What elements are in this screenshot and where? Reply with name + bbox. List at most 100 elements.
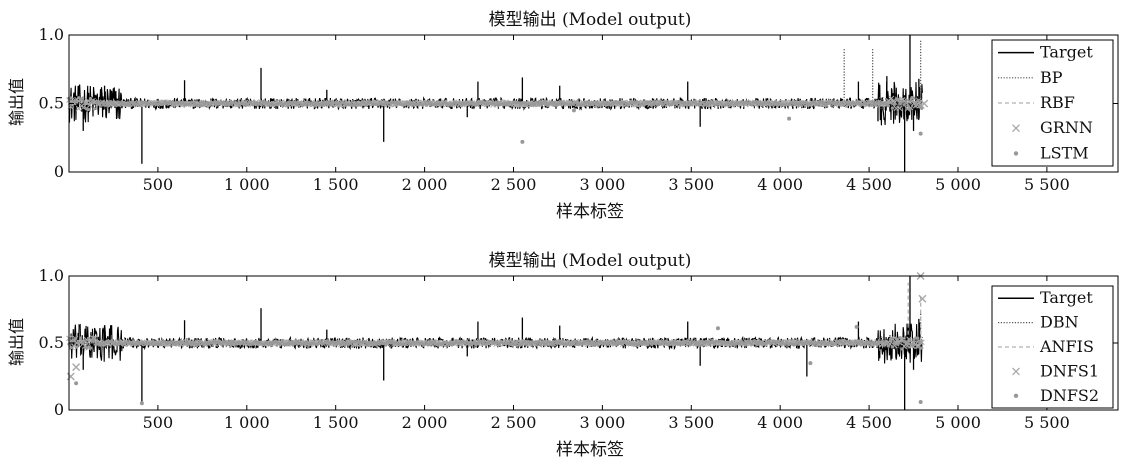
marker (837, 103, 842, 107)
marker (685, 103, 689, 107)
marker (769, 341, 773, 345)
marker (251, 342, 255, 346)
marker (906, 341, 910, 345)
legend-item-dnfs2: DNFS2 (1013, 386, 1099, 405)
marker (102, 103, 106, 107)
marker (491, 100, 496, 104)
marker (904, 100, 908, 104)
marker (421, 103, 425, 107)
x-tick-label: 3 000 (579, 413, 625, 432)
marker (75, 345, 79, 349)
marker (497, 342, 501, 347)
marker (79, 336, 83, 340)
marker (229, 342, 233, 346)
marker (777, 340, 781, 344)
marker (86, 336, 91, 340)
marker (812, 100, 816, 104)
marker (520, 139, 525, 144)
marker (309, 101, 314, 105)
marker (337, 340, 341, 344)
marker (288, 342, 292, 346)
chart-title: 模型输出 (Model output) (489, 10, 692, 30)
marker (918, 340, 922, 344)
marker (650, 342, 654, 347)
marker (90, 99, 95, 104)
marker (869, 103, 873, 107)
marker (798, 102, 803, 106)
marker (886, 104, 891, 108)
legend-label: GRNN (1040, 118, 1093, 137)
series-anfis (68, 282, 923, 345)
chart-bottom: 模型输出 (Model output) 输出值 样本标签 500 1 000 1 5… (7, 251, 1119, 460)
marker (327, 100, 331, 104)
legend-label: DNFS1 (1040, 361, 1099, 380)
marker (595, 100, 599, 105)
legend-item-dbn: DBN (998, 313, 1079, 332)
marker (513, 342, 517, 346)
marker (771, 102, 775, 106)
x-tick-label: 5 500 (1024, 175, 1070, 194)
marker (106, 103, 110, 107)
x-tick-label: 1 500 (313, 175, 359, 194)
marker (427, 342, 431, 347)
marker (157, 100, 161, 105)
marker (384, 342, 388, 346)
marker (454, 339, 458, 343)
marker (697, 343, 701, 347)
marker (910, 343, 914, 347)
marker (570, 342, 574, 346)
marker (223, 103, 228, 107)
marker (149, 342, 153, 346)
marker (636, 342, 640, 346)
legend-label: Target (1040, 43, 1093, 62)
marker (816, 102, 820, 106)
marker (687, 100, 691, 104)
marker (730, 100, 734, 104)
marker (918, 294, 927, 303)
marker (552, 342, 556, 346)
marker (896, 98, 900, 102)
marker (188, 102, 192, 106)
marker (841, 103, 846, 107)
x-axis-label: 样本标签 (556, 440, 624, 460)
marker (69, 345, 73, 350)
marker (669, 103, 673, 107)
marker (83, 339, 87, 343)
marker (834, 102, 838, 106)
marker (865, 103, 869, 107)
marker (689, 103, 693, 107)
x-tick-label: 4 500 (846, 413, 892, 432)
marker (536, 339, 540, 344)
marker (298, 101, 302, 105)
marker (72, 363, 81, 372)
legend-item-anfis: ANFIS (998, 337, 1094, 356)
marker (374, 342, 378, 346)
marker (171, 100, 175, 104)
marker (509, 103, 513, 107)
legend-item-dnfs1: DNFS1 (1012, 361, 1099, 380)
marker (507, 100, 511, 105)
marker (749, 103, 754, 107)
marker (110, 339, 114, 344)
marker (888, 95, 895, 102)
marker (693, 340, 697, 344)
marker (88, 346, 93, 350)
marker (450, 102, 454, 107)
axis-ticks: 500 1 000 1 500 2 000 2 500 3 000 3 500 4 000 4 … (39, 25, 1118, 194)
marker (296, 103, 300, 107)
marker (403, 102, 407, 107)
marker (718, 101, 722, 105)
marker (75, 100, 79, 104)
marker (66, 372, 75, 381)
marker (192, 340, 196, 345)
marker (249, 100, 253, 104)
marker (898, 102, 902, 106)
chart-title: 模型输出 (Model output) (489, 251, 692, 271)
x-axis-label: 样本标签 (556, 202, 624, 222)
marker (851, 343, 855, 347)
marker (81, 341, 85, 346)
legend-swatch (1012, 124, 1020, 133)
marker (325, 340, 329, 344)
chart-top: 模型输出 (Model output) 输出值 样本标签 500 1 000 1 5… (7, 10, 1119, 222)
marker (710, 100, 715, 105)
